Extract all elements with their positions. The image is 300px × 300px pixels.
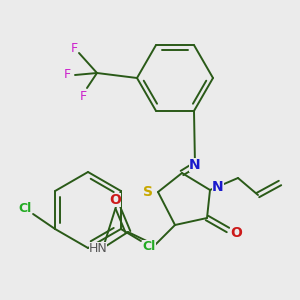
Text: N: N: [212, 180, 224, 194]
Text: HN: HN: [88, 242, 107, 254]
Text: S: S: [143, 185, 153, 199]
Text: F: F: [70, 41, 78, 55]
Text: O: O: [109, 193, 121, 207]
Text: F: F: [63, 68, 70, 82]
Text: N: N: [189, 158, 201, 172]
Text: O: O: [230, 226, 242, 240]
Text: F: F: [80, 89, 87, 103]
Text: Cl: Cl: [142, 239, 155, 253]
Text: Cl: Cl: [19, 202, 32, 215]
